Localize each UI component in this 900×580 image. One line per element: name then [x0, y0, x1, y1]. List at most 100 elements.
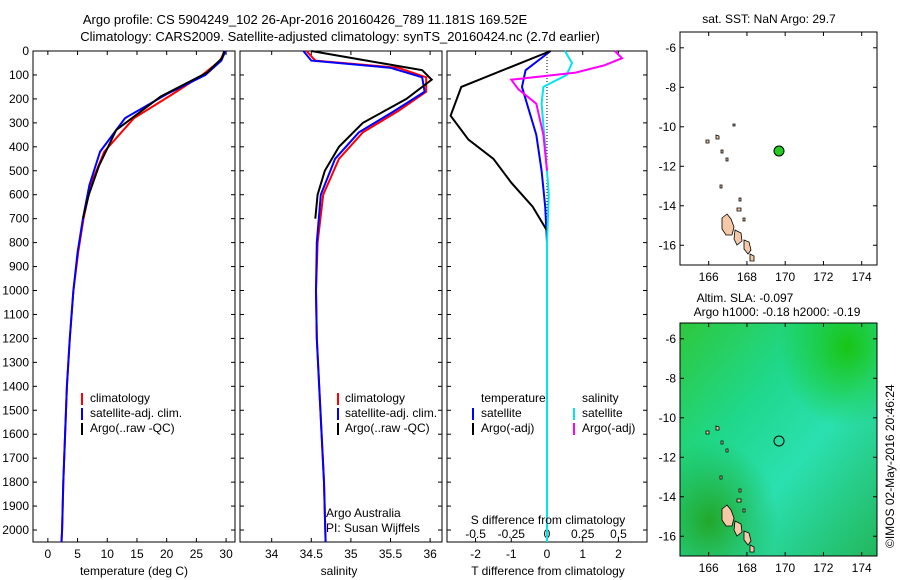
sla-map: Altim. SLA: -0.097 Argo h1000: -0.18 h20…	[659, 291, 878, 575]
s-diff-tick-label: 0.25	[571, 527, 595, 541]
sst-map-lat-label: -10	[659, 120, 677, 134]
island	[743, 530, 752, 546]
t-diff-tick-label: 2	[615, 547, 622, 561]
sst-map-lon-label: 172	[813, 270, 833, 284]
sst-map-lat-label: -8	[665, 80, 676, 94]
difference-legend: temperature satellite Argo(-adj) salinit…	[472, 391, 635, 435]
temperature-tick-label: 5	[74, 547, 81, 561]
temperature-tick-label: 30	[219, 547, 233, 561]
island	[719, 475, 723, 480]
island	[719, 184, 723, 189]
island	[742, 508, 746, 513]
depth-tick-label: 0	[22, 44, 29, 58]
island	[732, 123, 736, 127]
depth-tick-label: 1400	[2, 379, 29, 393]
sla-map-lat-label: -6	[665, 332, 676, 346]
sst-map: sat. SST: NaN Argo: 29.7 166 168 170 172 174…	[659, 12, 878, 284]
temperature-xlabel: temperature (deg C)	[80, 564, 188, 578]
depth-tick-label: 1200	[2, 331, 29, 345]
legend-label-satellite: satellite-adj. clim.	[345, 406, 437, 420]
island	[705, 139, 710, 144]
island	[733, 229, 743, 246]
temperature-tick-label: 15	[130, 547, 144, 561]
t-diff-tick-label: -1	[506, 547, 517, 561]
depth-tick-label: 100	[9, 68, 29, 82]
island	[715, 425, 720, 431]
depth-tick-label: 1700	[2, 451, 29, 465]
temperature-tick-label: 25	[190, 547, 204, 561]
difference-lines	[449, 50, 624, 542]
sla-map-title-1: Altim. SLA: -0.097	[697, 291, 794, 305]
depth-axis-ticks: 0 100 200 300 400 500 600 700 800 900 1000 1100 1200…	[2, 44, 235, 537]
sla-map-lon-label: 168	[737, 561, 757, 575]
s-diff-tick-label: 0.5	[610, 527, 627, 541]
sla-map-lat-label: -10	[659, 411, 677, 425]
header-line-1: Argo profile: CS 5904249_102 26-Apr-2016…	[83, 12, 528, 27]
t-diff-tick-label: -2	[470, 547, 481, 561]
s-argo-line	[509, 50, 624, 171]
island	[733, 520, 743, 537]
salinity-lines	[302, 50, 434, 543]
sla-map-lat-label: -14	[659, 490, 677, 504]
salinity-y-ticks	[240, 50, 442, 531]
salinity-xlabel: salinity	[321, 564, 358, 578]
legend-label-argo: Argo(..raw -QC)	[345, 421, 430, 435]
depth-tick-label: 1800	[2, 475, 29, 489]
sst-map-title: sat. SST: NaN Argo: 29.7	[702, 12, 836, 26]
legend-label-t-satellite: satellite	[481, 406, 522, 420]
depth-tick-label: 1300	[2, 355, 29, 369]
legend-label-t-argo: Argo(-adj)	[481, 421, 534, 435]
temperature-x-ticks: 0 5 10 15 20 25 30	[45, 51, 233, 561]
sla-map-lat-label: -16	[659, 529, 677, 543]
depth-tick-label: 800	[9, 236, 29, 250]
salinity-panel-frame	[239, 50, 443, 543]
s-diff-tick-label: -0.5	[465, 527, 486, 541]
island	[742, 217, 746, 222]
depth-tick-label: 1000	[2, 284, 29, 298]
salinity-tick-label: 34.5	[300, 547, 324, 561]
legend-title-salinity: salinity	[582, 391, 619, 405]
depth-tick-label: 600	[9, 188, 29, 202]
depth-tick-label: 700	[9, 212, 29, 226]
t-difference-label: T difference from climatology	[471, 564, 625, 578]
legend-label-argo: Argo(..raw -QC)	[90, 421, 175, 435]
sla-map-frame	[679, 322, 878, 557]
depth-tick-label: 1600	[2, 427, 29, 441]
temperature-tick-label: 10	[101, 547, 115, 561]
sla-map-lon-label: 174	[852, 561, 872, 575]
depth-tick-label: 2000	[2, 523, 29, 537]
island	[738, 488, 742, 493]
pi-note: PI: Susan Wijffels	[326, 521, 420, 535]
salinity-tick-label: 35	[344, 547, 358, 561]
sst-map-lat-label: -14	[659, 199, 677, 213]
depth-tick-label: 1100	[3, 307, 29, 321]
climatology-line	[60, 50, 226, 543]
island	[743, 239, 752, 255]
depth-tick-label: 1900	[2, 499, 29, 513]
salinity-tick-label: 35.5	[379, 547, 403, 561]
temperature-panel: 0100200300400500600700800900100011001200…	[2, 44, 236, 578]
s-difference-label: S difference from climatology	[471, 513, 626, 527]
float-position-marker	[773, 145, 785, 157]
island	[720, 149, 724, 154]
sla-map-islands	[705, 425, 755, 553]
island	[705, 430, 710, 435]
sla-map-lat-label: -8	[665, 371, 676, 385]
float-position-marker	[773, 435, 785, 447]
t-argo-line	[449, 50, 551, 232]
legend-label-s-argo: Argo(-adj)	[582, 421, 635, 435]
sla-map-lon-label: 172	[813, 561, 833, 575]
salinity-tick-label: 36	[423, 547, 437, 561]
salinity-panel: 34 34.5 35 35.5 36 salinity climatology sate…	[239, 50, 443, 578]
temperature-lines	[60, 50, 227, 543]
island	[736, 498, 742, 503]
salinity-x-ticks: 34 34.5 35 35.5 36	[265, 51, 437, 561]
sst-map-lat-label: -16	[659, 238, 677, 252]
sst-map-lat-label: -6	[665, 41, 676, 55]
salinity-tick-label: 34	[265, 547, 279, 561]
temperature-tick-label: 20	[160, 547, 174, 561]
sla-map-lat-label: -12	[659, 450, 677, 464]
sla-map-lon-label: 170	[775, 561, 795, 575]
depth-tick-label: 900	[9, 260, 29, 274]
depth-tick-label: 400	[9, 140, 29, 154]
